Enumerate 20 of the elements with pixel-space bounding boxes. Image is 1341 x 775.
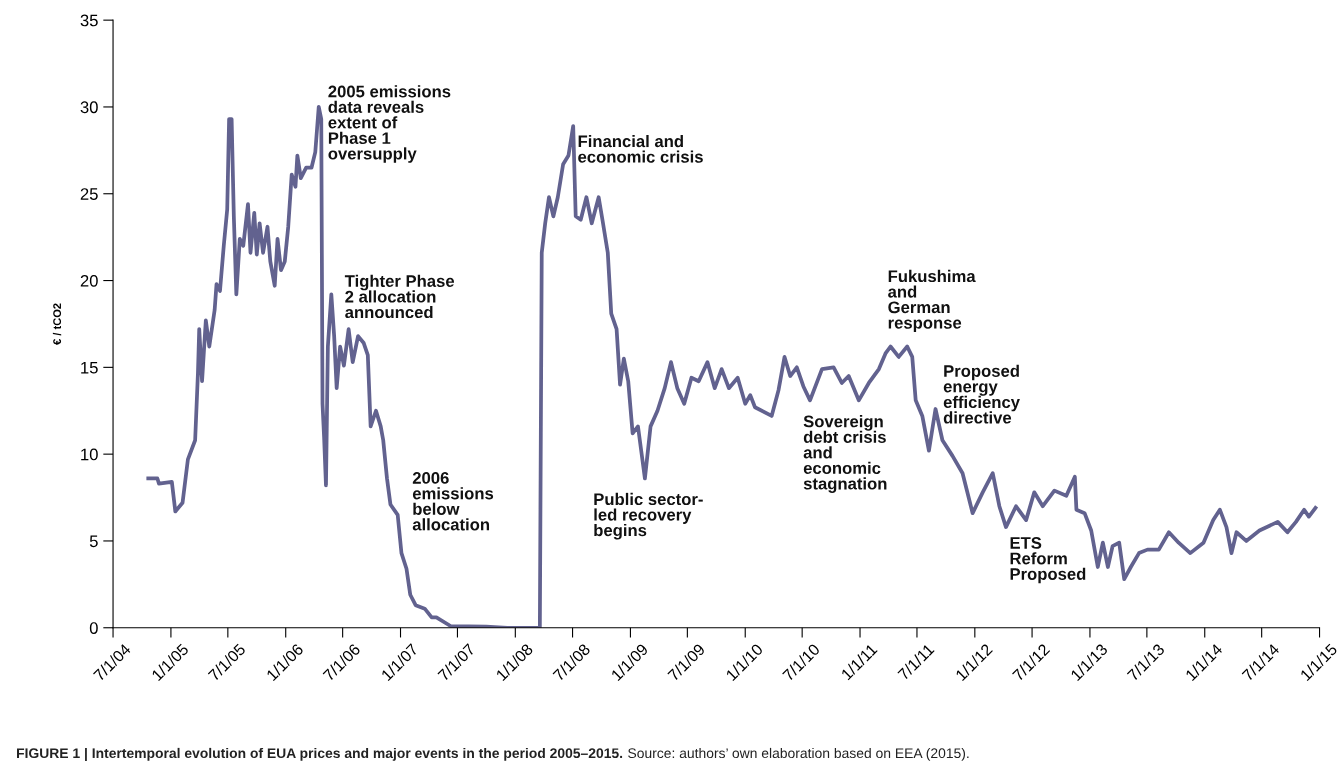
y-tick-label: 35: [80, 14, 98, 27]
y-tick-label: 0: [89, 622, 98, 634]
annotation: ETS Reform Proposed: [1010, 537, 1086, 584]
annotation: Proposed energy efficiency directive: [943, 364, 1020, 424]
annotation: Fukushima and German response: [888, 269, 976, 333]
y-tick-label: 20: [80, 274, 98, 287]
y-tick-label: 30: [80, 101, 98, 114]
y-tick-label: 25: [80, 188, 98, 200]
y-axis-title: € / tCO2: [52, 303, 62, 345]
annotation: Public sector- led recovery begins: [594, 492, 703, 540]
caption: FIGURE 1 | Intertemporal evolution of EUA prices and major events in the period 2005–2015.: [17, 747, 623, 762]
annotation: 2005 emissions data reveals extent of Phase 1 oversupply: [328, 85, 451, 163]
annotation: Financial and economic crisis: [578, 134, 703, 163]
y-tick-label: 5: [89, 535, 98, 548]
y-tick-label: 15: [81, 361, 98, 374]
annotation: Sovereign debt crisis and economic stagnation: [803, 415, 887, 493]
annotation: 2006 emissions below allocation: [412, 472, 494, 531]
y-tick-label: 10: [81, 448, 98, 461]
annotation: Tighter Phase 2 allocation announced: [344, 274, 455, 319]
source-note: Source: authors’ own elaboration based on EEA (2015).: [628, 747, 969, 761]
